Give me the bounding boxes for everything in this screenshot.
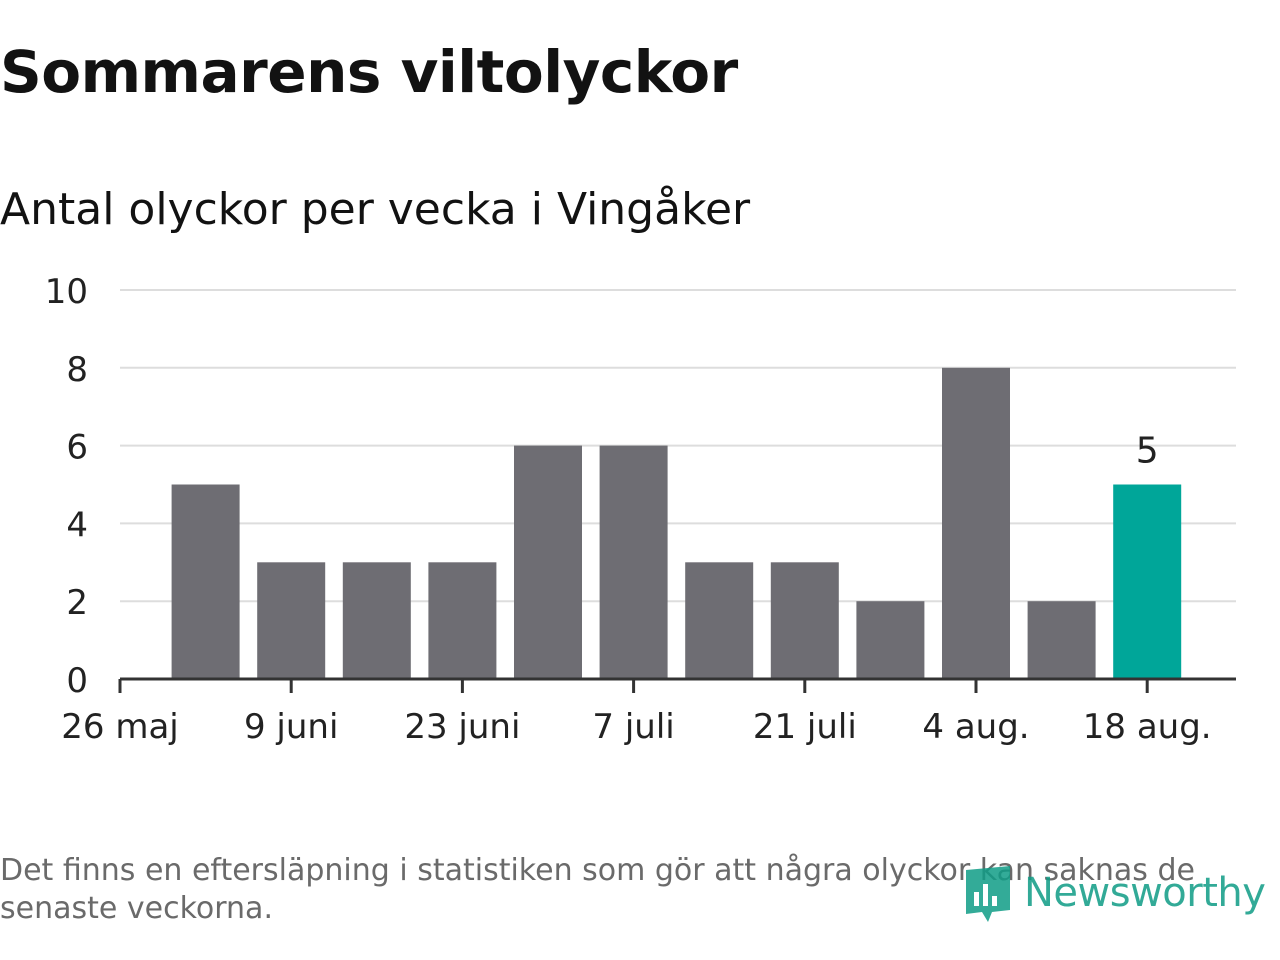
bar: [257, 562, 326, 679]
y-tick-label: 6: [66, 428, 88, 468]
y-tick-label: 10: [45, 272, 88, 312]
bar: [856, 601, 925, 679]
data-label: 5: [1136, 431, 1159, 472]
bar: [428, 562, 497, 679]
data-labels: 5: [1136, 431, 1159, 472]
x-axis: 26 maj 9 juni 23 juni 7 juli 21 juli 4 aug. 18…: [61, 677, 1236, 747]
x-tick-label: 4 aug.: [922, 707, 1029, 747]
bar: [770, 562, 839, 679]
chart-title: Sommarens viltolyckor: [0, 38, 738, 106]
x-tick-label: 21 juli: [753, 707, 857, 747]
x-tick-label: 26 maj: [61, 707, 178, 747]
y-tick-label: 8: [66, 350, 88, 390]
bar: [599, 445, 668, 679]
bar: [171, 484, 240, 679]
bars: [171, 367, 1182, 679]
chart-subtitle: Antal olyckor per vecka i Vingåker: [0, 184, 751, 235]
bar: [514, 445, 582, 679]
y-tick-label: 4: [66, 505, 88, 545]
x-tick-label: 9 juni: [244, 707, 338, 747]
gridlines: [120, 289, 1236, 603]
y-tick-label: 0: [66, 661, 88, 701]
y-tick-label: 2: [66, 583, 88, 623]
bar: [1027, 601, 1096, 679]
x-tick-label: 7 juli: [592, 707, 674, 747]
x-tick-label: 23 juni: [404, 707, 520, 747]
bar: [342, 562, 411, 679]
x-tick-label: 18 aug.: [1083, 707, 1212, 747]
newsworthy-logo-text: Newsworthy: [1024, 870, 1266, 916]
bar: [1113, 484, 1182, 679]
newsworthy-logo: Newsworthy: [962, 862, 1266, 924]
y-axis-ticks: 0 2 4 6 8 10: [45, 272, 88, 701]
bar: [942, 367, 1010, 679]
newsworthy-bar-chart-icon: [966, 866, 1010, 922]
bar-chart: 0 2 4 6 8 10 26 maj 9 juni 23 juni 7 juli 21 juli…: [45, 272, 1236, 747]
bar: [685, 562, 754, 679]
